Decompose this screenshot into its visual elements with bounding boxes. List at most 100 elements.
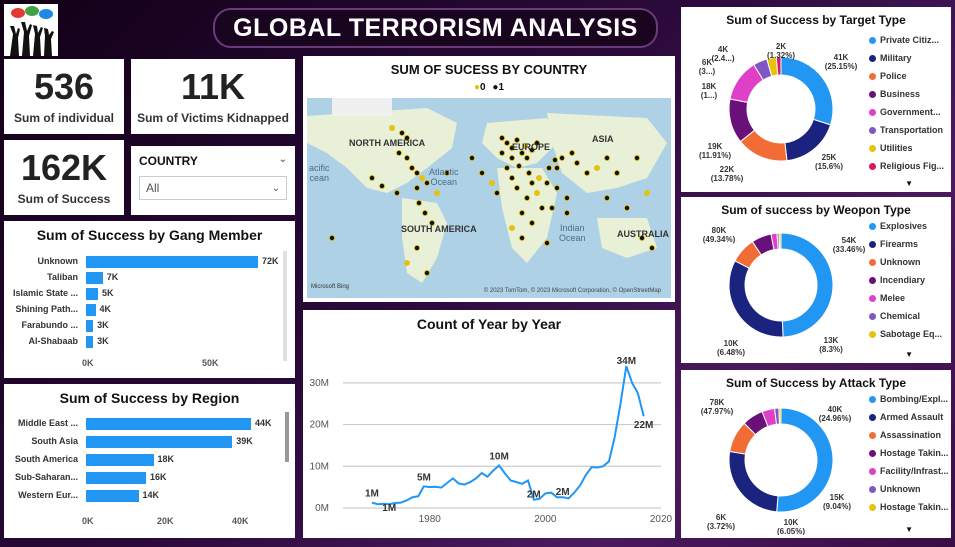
gang-member-chart[interactable]: Sum of Success by Gang Member Unknown 72K… [4, 221, 295, 378]
map-point[interactable] [503, 140, 510, 147]
map-point[interactable] [488, 180, 495, 187]
legend-item[interactable]: Business [869, 85, 944, 103]
region-chart[interactable]: Sum of Success by Region Middle East ...… [4, 384, 295, 538]
kpi-kidnapped-card[interactable]: 11K Sum of Victims Kidnapped [131, 59, 295, 134]
donut-slice[interactable] [728, 450, 779, 513]
map-point[interactable] [394, 190, 401, 197]
legend-item[interactable]: Government... [869, 103, 944, 121]
legend-item[interactable]: Transportation [869, 121, 944, 139]
map-point[interactable] [633, 155, 640, 162]
map-point[interactable] [419, 175, 426, 182]
donut-slice[interactable] [728, 260, 784, 338]
map-point[interactable] [563, 210, 570, 217]
map-point[interactable] [558, 155, 565, 162]
map-point[interactable] [379, 183, 386, 190]
map-point[interactable] [328, 234, 335, 241]
map-point[interactable] [525, 170, 532, 177]
bar[interactable] [86, 454, 154, 466]
legend-item[interactable]: Hostage Takin... [869, 498, 949, 516]
map-point[interactable] [523, 195, 530, 202]
bar[interactable] [86, 320, 94, 332]
map-point[interactable] [593, 165, 600, 172]
map-point[interactable] [638, 234, 645, 241]
map-point[interactable] [613, 170, 620, 177]
map-point[interactable] [468, 155, 475, 162]
map-point[interactable] [528, 220, 535, 227]
map-point[interactable] [528, 147, 535, 154]
map-point[interactable] [369, 175, 376, 182]
map-attribution[interactable]: © 2023 TomTom, © 2023 Microsoft Corporat… [483, 288, 661, 294]
map-point[interactable] [623, 205, 630, 212]
scroll-down-icon[interactable]: ▼ [905, 179, 913, 188]
map-point[interactable] [389, 124, 396, 131]
legend-item[interactable]: Melee [869, 289, 942, 307]
legend-item[interactable]: Chemical [869, 307, 942, 325]
legend-item[interactable]: Assassination [869, 426, 949, 444]
map-point[interactable] [538, 205, 545, 212]
bar[interactable] [86, 304, 96, 316]
map-point[interactable] [545, 165, 552, 172]
donut-slice[interactable] [775, 56, 782, 76]
legend-item[interactable]: Hostage Takin... [869, 444, 949, 462]
map-point[interactable] [443, 170, 450, 177]
kpi-individual-card[interactable]: 536 Sum of individual [4, 59, 124, 134]
map-point[interactable] [399, 130, 406, 137]
line-series[interactable] [371, 365, 645, 506]
legend-item[interactable]: Sabotage Eq... [869, 325, 942, 343]
map-point[interactable] [424, 269, 431, 276]
map-point[interactable] [414, 244, 421, 251]
country-slicer[interactable]: COUNTRY ⌄ All ⌄ [131, 146, 295, 215]
weapon-type-donut-card[interactable]: Sum of success by Weopon Type 80K (49.34%… [681, 197, 951, 363]
legend-item[interactable]: Explosives [869, 217, 942, 235]
map-point[interactable] [521, 143, 528, 150]
map-point[interactable] [416, 200, 423, 207]
map-point[interactable] [508, 175, 515, 182]
map-point[interactable] [409, 165, 416, 172]
map-point[interactable] [404, 155, 411, 162]
map-point[interactable] [603, 195, 610, 202]
map-point[interactable] [533, 190, 540, 197]
map-point[interactable] [508, 225, 515, 232]
legend-item[interactable]: Religious Fig... [869, 157, 944, 175]
map-point[interactable] [553, 185, 560, 192]
map-point[interactable] [518, 234, 525, 241]
map-point[interactable] [422, 210, 429, 217]
chevron-down-icon[interactable]: ⌄ [278, 154, 287, 165]
bar[interactable] [86, 472, 146, 484]
map-point[interactable] [498, 150, 505, 157]
world-map[interactable]: NORTH AMERICA SOUTH AMERICA EUROPE ASIA … [307, 98, 671, 298]
map-point[interactable] [563, 195, 570, 202]
map-point[interactable] [643, 190, 650, 197]
map-point[interactable] [478, 170, 485, 177]
map-point[interactable] [543, 239, 550, 246]
map-point[interactable] [414, 185, 421, 192]
map-point[interactable] [518, 210, 525, 217]
donut-slice[interactable] [780, 232, 834, 338]
legend-item[interactable]: Facility/Infrast... [869, 462, 949, 480]
map-point[interactable] [535, 175, 542, 182]
legend-item[interactable]: Bombing/Expl... [869, 390, 949, 408]
map-point[interactable] [414, 170, 421, 177]
map-point[interactable] [396, 150, 403, 157]
donut-slice[interactable] [778, 232, 782, 250]
bar[interactable] [86, 272, 103, 284]
map-point[interactable] [523, 155, 530, 162]
map-card[interactable]: SUM OF SUCESS BY COUNTRY ●0 ●1 NORTH AME… [303, 56, 675, 302]
map-point[interactable] [493, 190, 500, 197]
map-point[interactable] [429, 220, 436, 227]
scrollbar[interactable] [283, 251, 287, 361]
year-line-chart[interactable]: Count of Year by Year 0M 10M 20M 30M 1980 200… [303, 310, 675, 538]
map-point[interactable] [503, 165, 510, 172]
legend-item[interactable]: Incendiary [869, 271, 942, 289]
map-point[interactable] [583, 170, 590, 177]
legend-item[interactable]: Unknown [869, 480, 949, 498]
map-point[interactable] [404, 135, 411, 142]
map-point[interactable] [518, 150, 525, 157]
map-point[interactable] [513, 137, 520, 144]
bar[interactable] [86, 490, 139, 502]
donut-slice[interactable] [778, 407, 782, 425]
bar[interactable] [86, 336, 94, 348]
legend-item[interactable]: Armed Assault [869, 408, 949, 426]
legend-item[interactable]: Military [869, 49, 944, 67]
